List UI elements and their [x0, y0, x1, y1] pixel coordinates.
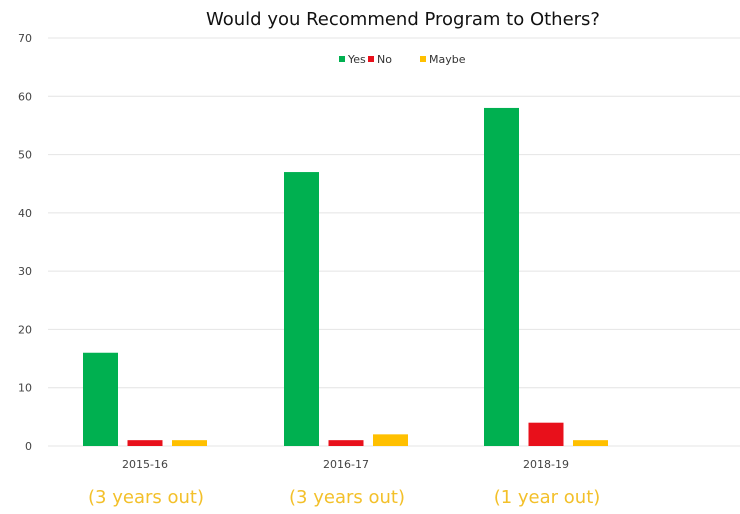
legend-swatch-no	[368, 56, 374, 62]
y-tick-label: 20	[18, 323, 32, 336]
y-tick-label: 60	[18, 90, 32, 103]
y-tick-label: 0	[25, 440, 32, 453]
bar-no-2016-17	[328, 440, 364, 446]
x-tick-label: 2015-16	[122, 458, 168, 471]
bar-maybe-2018-19	[573, 440, 608, 446]
legend-label-maybe: Maybe	[429, 53, 466, 66]
y-tick-label: 10	[18, 382, 32, 395]
annotation: (3 years out)	[289, 487, 405, 508]
x-tick-label: 2016-17	[323, 458, 369, 471]
bar-maybe-2015-16	[172, 440, 207, 446]
bar-yes-2016-17	[284, 172, 319, 447]
legend-swatch-yes	[339, 56, 345, 62]
y-tick-label: 40	[18, 207, 32, 220]
bar-yes-2018-19	[484, 107, 519, 446]
bar-no-2018-19	[528, 422, 564, 446]
y-tick-label: 70	[18, 32, 32, 45]
y-tick-label: 30	[18, 265, 32, 278]
legend-swatch-maybe	[420, 56, 426, 62]
chart-title: Would you Recommend Program to Others?	[206, 9, 600, 30]
annotation: (3 years out)	[88, 487, 204, 508]
annotation: (1 year out)	[494, 487, 601, 508]
bar-no-2015-16	[127, 440, 163, 446]
bar-yes-2015-16	[83, 352, 118, 446]
y-tick-label: 50	[18, 149, 32, 162]
x-tick-label: 2018-19	[523, 458, 569, 471]
legend-label-no: No	[377, 53, 392, 66]
bar-maybe-2016-17	[373, 434, 408, 446]
legend-label-yes: Yes	[347, 53, 366, 66]
